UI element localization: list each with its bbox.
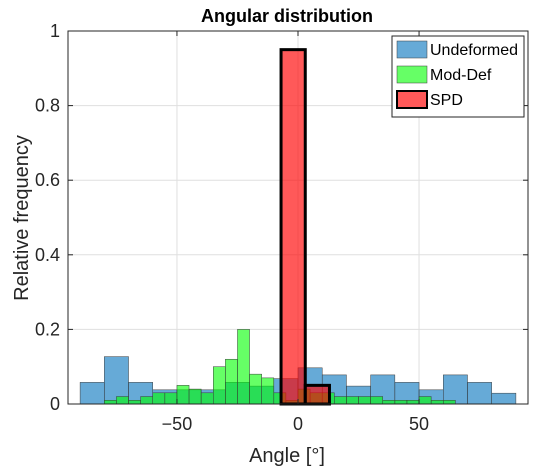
mod-def-bar	[128, 400, 141, 405]
mod-def-bar	[213, 366, 226, 405]
y-tick-label: 0.4	[35, 245, 60, 265]
mod-def-bar	[261, 377, 275, 405]
undeformed-bar	[491, 392, 517, 405]
legend-label-undeformed: Undeformed	[430, 42, 518, 59]
mod-def-bar	[443, 400, 456, 405]
y-tick-label: 0.6	[35, 170, 60, 190]
mod-def-bar	[176, 385, 190, 405]
mod-def-bar	[249, 373, 262, 405]
mod-def-bar	[418, 396, 432, 405]
undeformed-bar	[79, 382, 105, 405]
mod-def-bar	[394, 400, 408, 405]
mod-def-bar	[140, 396, 153, 405]
mod-def-bar	[225, 358, 238, 405]
x-tick-label: 50	[409, 414, 429, 434]
mod-def-bar	[370, 396, 383, 405]
mod-def-bar	[152, 392, 166, 405]
mod-def-bar	[406, 400, 420, 405]
y-axis-label: Relative frequency	[11, 135, 33, 301]
x-tick-label: 0	[293, 414, 303, 434]
legend-label-spd: SPD	[430, 92, 463, 109]
legend-swatch-spd	[396, 90, 428, 109]
legend-swatch-undeformed	[396, 40, 428, 59]
y-tick-label: 0	[50, 394, 60, 414]
mod-def-bar	[237, 329, 250, 405]
mod-def-bar	[430, 400, 444, 405]
undeformed-bar	[104, 356, 129, 405]
spd-bar	[279, 48, 307, 406]
bars	[79, 48, 517, 406]
spd-bar	[303, 383, 331, 406]
undeformed-bar	[467, 382, 492, 405]
mod-def-bar	[346, 396, 359, 405]
y-tick-label: 0.2	[35, 319, 60, 339]
x-tick-label: −50	[162, 414, 193, 434]
x-axis-label: Angle [°]	[249, 445, 325, 467]
mod-def-bar	[164, 392, 178, 405]
y-tick-label: 1	[50, 21, 60, 41]
mod-def-bar	[334, 396, 347, 405]
mod-def-bar	[200, 392, 214, 405]
legend-label-mod-def: Mod-Def	[430, 67, 492, 84]
axes	[67, 30, 529, 405]
tick-labels: −50 0 50 0 0.2 0.4 0.6 0.8 1	[35, 21, 429, 434]
chart-title: Angular distribution	[201, 6, 373, 26]
mod-def-bar	[358, 396, 371, 405]
undeformed-bar	[443, 374, 468, 405]
legend: Undeformed Mod-Def SPD	[391, 35, 525, 118]
mod-def-bar	[382, 400, 396, 405]
y-tick-label: 0.8	[35, 96, 60, 116]
mod-def-bar	[188, 388, 202, 405]
mod-def-bar	[104, 400, 117, 405]
legend-swatch-mod-def	[396, 65, 428, 84]
mod-def-bar	[116, 396, 129, 405]
